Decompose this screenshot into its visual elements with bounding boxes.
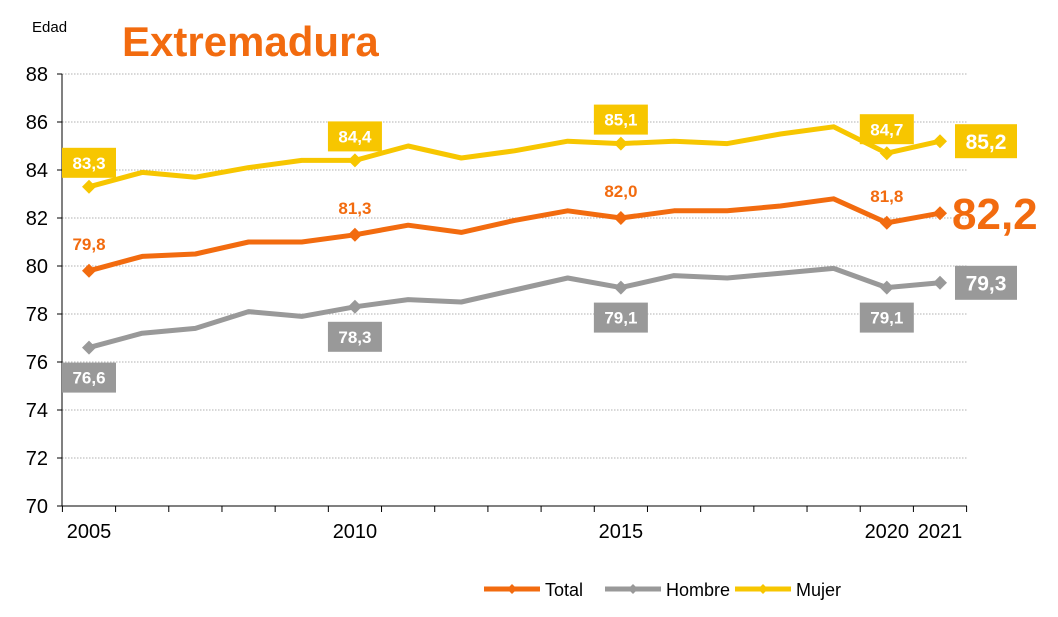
data-point-mujer [879,146,894,161]
series-line-hombre [86,265,943,351]
chart-title: Extremadura [122,18,379,65]
y-tick-label: 80 [26,256,48,278]
data-label-box-hombre [955,265,1017,300]
data-label-box-hombre [593,302,648,333]
x-tick-label: 2015 [599,521,644,543]
data-point-mujer [933,134,947,149]
legend-label-hombre: Hombre [666,580,730,600]
data-point-total [933,206,947,221]
data-label-box-mujer [859,114,914,145]
data-point-hombre [879,280,894,295]
data-label-total: 82,2 [952,190,1038,239]
data-label-mujer: 84,4 [338,128,372,147]
data-label-box-mujer [593,104,648,135]
legend-label-total: Total [545,580,583,600]
legend: Total Hombre Mujer [484,580,841,600]
x-tick-label: 2021 [918,521,963,543]
y-tick-label: 72 [26,448,48,470]
y-tick-label: 82 [26,208,48,230]
data-point-hombre [613,280,628,295]
data-label-box-mujer [327,121,382,152]
y-tick-label: 78 [26,304,48,326]
y-tick-label: 88 [26,64,48,86]
y-axis-label: Edad [32,19,67,36]
legend-marker-mujer [758,584,768,594]
legend-label-mujer: Mujer [796,580,841,600]
data-label-hombre: 76,6 [72,369,105,388]
data-point-mujer [82,179,96,194]
x-tick-label: 2005 [67,521,112,543]
x-tick-label: 2010 [333,521,378,543]
series-lines [82,124,947,355]
legend-marker-hombre [628,584,638,594]
data-point-hombre [347,299,362,314]
legend-marker-total [507,584,517,594]
data-label-box-mujer [62,147,116,178]
series-line-total [86,196,943,274]
data-label-box-hombre [327,321,382,352]
y-tick-label: 74 [26,400,48,422]
data-point-total [613,211,628,225]
data-point-mujer [613,136,628,151]
y-tick-label: 86 [26,112,48,134]
data-point-hombre [933,275,947,290]
data-label-hombre: 79,3 [966,272,1007,295]
series-line-mujer [86,124,943,190]
data-label-mujer: 84,7 [870,120,903,139]
data-label-hombre: 79,1 [604,309,637,328]
data-point-mujer [347,153,362,168]
data-point-hombre [82,340,96,355]
data-label-box-hombre [859,302,914,333]
y-tick-label: 70 [26,496,48,518]
data-label-total: 81,3 [338,199,371,218]
data-label-mujer: 85,1 [604,111,637,130]
data-label-box-mujer [955,124,1017,159]
data-label-hombre: 79,1 [870,309,903,328]
data-label-mujer: 83,3 [72,154,105,173]
data-label-total: 79,8 [72,235,105,254]
axes: 70 72 74 76 78 80 82 84 86 88 2005 2010 2015 2020 2021 [26,64,968,543]
data-point-total [347,227,362,242]
y-tick-label: 84 [26,160,48,182]
data-point-total [879,215,894,230]
data-label-hombre: 78,3 [338,328,371,347]
data-label-box-hombre [62,362,116,393]
data-label-mujer: 85,2 [966,131,1007,154]
data-label-total: 82,0 [604,182,637,201]
y-tick-label: 76 [26,352,48,374]
data-labels: 79,8 81,3 82,0 81,8 82,2 76,6 78,3 79,1 79,1 79,3… [62,104,1038,393]
grid-lines [62,73,967,459]
data-point-total [82,263,96,278]
data-label-total: 81,8 [870,187,903,206]
x-tick-label: 2020 [865,521,910,543]
